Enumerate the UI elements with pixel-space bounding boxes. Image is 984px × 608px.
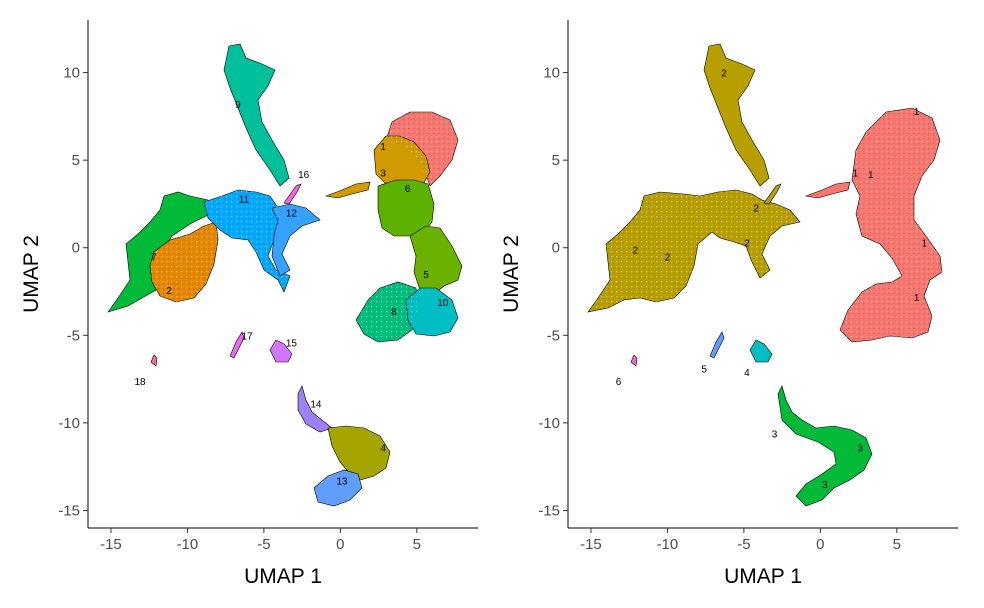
y-tick-label: 5 bbox=[552, 152, 560, 169]
cluster-4-cells bbox=[327, 425, 391, 481]
cluster-9-cells bbox=[223, 43, 290, 187]
y-axis-title: UMAP 2 bbox=[20, 235, 43, 313]
cluster-3-cells-bridge bbox=[324, 181, 371, 199]
group-label-1: 1 bbox=[914, 107, 920, 118]
cluster-label-14: 14 bbox=[310, 400, 322, 411]
x-tick-label: -15 bbox=[100, 536, 122, 553]
cluster-label-3: 3 bbox=[380, 168, 386, 179]
x-tick-label: -5 bbox=[737, 536, 750, 553]
x-tick-label: -10 bbox=[657, 536, 679, 553]
cluster-15-cells bbox=[269, 339, 293, 363]
cluster-13-cells bbox=[313, 469, 363, 507]
x-tick-label: -5 bbox=[257, 536, 270, 553]
cluster-label-13: 13 bbox=[336, 477, 348, 488]
cluster-label-6: 6 bbox=[405, 184, 411, 195]
y-tick-label: -5 bbox=[547, 327, 560, 344]
x-tick-label: 5 bbox=[413, 536, 421, 553]
group-4-cells bbox=[749, 339, 773, 363]
cluster-label-2: 2 bbox=[166, 286, 172, 297]
y-tick-label: 10 bbox=[543, 65, 560, 82]
group-3-cells bbox=[777, 385, 873, 507]
x-axis-title: UMAP 1 bbox=[724, 565, 802, 588]
x-tick-label: -15 bbox=[580, 536, 602, 553]
x-tick-label: 0 bbox=[816, 536, 824, 553]
group-label-1: 1 bbox=[922, 238, 928, 249]
group-label-2: 2 bbox=[744, 238, 750, 249]
cluster-17-cells bbox=[229, 331, 245, 359]
y-tick-label: -5 bbox=[67, 327, 80, 344]
cluster-label-9: 9 bbox=[235, 100, 241, 111]
group-label-1: 1 bbox=[853, 168, 859, 179]
cluster-label-10: 10 bbox=[437, 298, 449, 309]
cluster-label-5: 5 bbox=[701, 365, 707, 376]
y-tick-label: -10 bbox=[538, 415, 560, 432]
cluster-label-7: 7 bbox=[151, 252, 157, 263]
cluster-label-16: 16 bbox=[298, 170, 310, 181]
group-label-2: 2 bbox=[753, 203, 759, 214]
cluster-speckle-overlay bbox=[150, 112, 458, 342]
group-6-cells bbox=[630, 354, 638, 367]
group-2-cells-arm bbox=[703, 43, 770, 187]
y-axis-title: UMAP 2 bbox=[500, 235, 523, 313]
group-label-3: 3 bbox=[857, 443, 863, 454]
cluster-label-15: 15 bbox=[286, 338, 298, 349]
axes: -15 -10 -5 0 5 -15 -10 -5 0 5 10 UMAP 1 UMAP 2 bbox=[500, 20, 958, 588]
cluster-18-cells bbox=[150, 354, 158, 367]
cluster-label-1: 1 bbox=[868, 170, 874, 181]
cluster-label-18: 18 bbox=[134, 377, 146, 388]
group-label-2: 2 bbox=[721, 69, 727, 80]
cluster-label-1: 1 bbox=[380, 142, 386, 153]
cluster-label-4: 4 bbox=[744, 368, 750, 379]
y-tick-label: -15 bbox=[538, 502, 560, 519]
cluster-label-4: 4 bbox=[380, 443, 386, 454]
cluster-label-6: 6 bbox=[616, 377, 622, 388]
y-tick-label: 0 bbox=[552, 240, 560, 257]
y-tick-label: -15 bbox=[58, 502, 80, 519]
group-2-cells-stroke bbox=[763, 183, 782, 205]
group-label-2: 2 bbox=[633, 245, 639, 256]
cluster-5-cells bbox=[409, 225, 463, 297]
axes: -15 -10 -5 0 5 -15 -10 -5 0 5 10 UMAP 1 UMAP 2 bbox=[20, 20, 478, 588]
group-1-cells-bridge bbox=[804, 181, 851, 199]
cluster-label-3: 3 bbox=[772, 429, 778, 440]
y-tick-label: 0 bbox=[72, 240, 80, 257]
y-tick-label: 5 bbox=[72, 152, 80, 169]
x-axis-title: UMAP 1 bbox=[244, 565, 322, 588]
cluster-label-2: 2 bbox=[665, 252, 671, 263]
cluster-label-12: 12 bbox=[286, 209, 298, 220]
cluster-label-8: 8 bbox=[391, 307, 397, 318]
group-5-cells bbox=[709, 331, 725, 359]
cluster-label-5: 5 bbox=[423, 270, 429, 281]
group-label-3: 3 bbox=[822, 480, 828, 491]
y-tick-label: -10 bbox=[58, 415, 80, 432]
group-label-1: 1 bbox=[914, 293, 920, 304]
x-tick-label: 0 bbox=[336, 536, 344, 553]
cluster-14-cells bbox=[297, 385, 333, 433]
x-tick-label: -10 bbox=[177, 536, 199, 553]
x-tick-label: 5 bbox=[893, 536, 901, 553]
cluster-label-17: 17 bbox=[241, 331, 253, 342]
y-tick-label: 10 bbox=[63, 65, 80, 82]
group-speckle-overlay bbox=[588, 108, 942, 342]
cluster-16-cells bbox=[283, 183, 302, 205]
cluster-label-11: 11 bbox=[239, 195, 250, 206]
